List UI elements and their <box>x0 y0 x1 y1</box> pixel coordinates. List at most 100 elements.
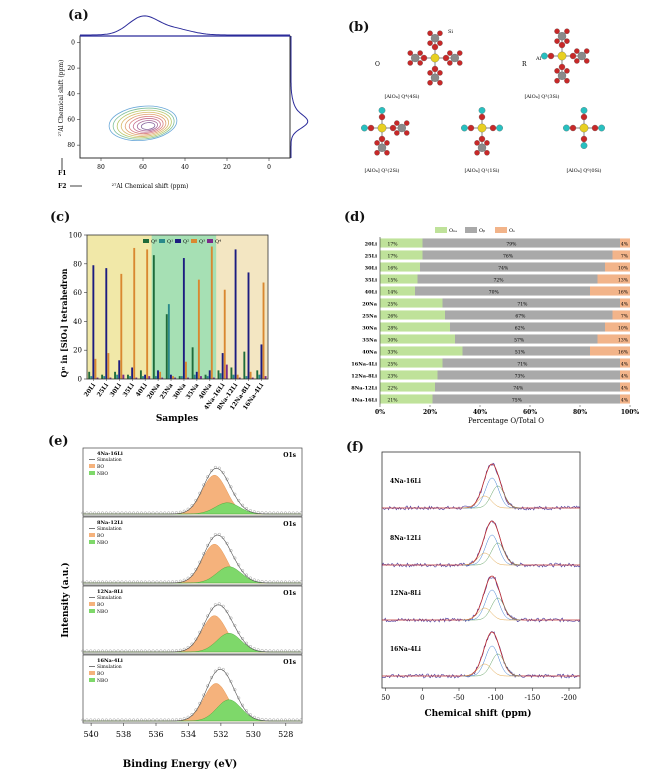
panel-e-data-point <box>89 718 93 722</box>
panel-e-data-point <box>132 718 136 722</box>
panel-d-bar-segment <box>620 298 630 308</box>
panel-c-bar <box>159 371 162 379</box>
panel-e-x-label: Binding Energy (eV) <box>123 759 237 770</box>
panel-f-x-tick-label: -50 <box>453 694 464 702</box>
panel-c-legend-label: Q³ <box>199 239 205 245</box>
panel-d-value-label: 30% <box>388 337 399 343</box>
panel-a-contour-line <box>108 105 178 142</box>
panel-e-data-point <box>256 717 260 721</box>
panel-d-bar-segment <box>422 250 613 260</box>
panel-b: (b) O R Si Al [AlO₄] Q⁴(4Si) [AlO₄] Q³(3… <box>330 0 646 205</box>
panel-f-component <box>462 607 521 621</box>
atom-sphere <box>378 135 386 143</box>
panel-c-y-tick-label: 80 <box>73 260 82 268</box>
panel-f-x-tick-label: 0 <box>420 694 424 702</box>
panel-c-bar <box>127 374 129 379</box>
panel-d-value-label: 70% <box>489 289 500 295</box>
atom-sphere <box>430 53 440 63</box>
panel-c-bar <box>225 364 228 379</box>
panel-c-bar <box>88 371 91 379</box>
panel-e-data-point <box>182 717 186 721</box>
panel-d-legend-swatch <box>465 227 477 233</box>
panel-b-label-q4: [AlO₄] Q⁴(4Si) <box>384 93 419 100</box>
panel-a-contour-line <box>136 120 159 132</box>
panel-d-bar-segment <box>462 346 590 356</box>
panel-f-spectrum <box>381 520 581 568</box>
panel-d-bar-segment <box>380 358 443 368</box>
panel-a-x-ticks: 80 60 40 20 0 <box>97 158 271 171</box>
panel-d-x-tick-label: 100% <box>621 409 640 416</box>
panel-e-x-tick-label: 530 <box>246 730 261 739</box>
atom-sphere <box>478 107 486 114</box>
panel-d-bar-segment <box>432 394 620 404</box>
atom-sphere <box>564 38 570 44</box>
panel-d-row-label: 25Na <box>362 313 378 319</box>
atom-sphere <box>427 80 433 86</box>
panel-f-x-tick-label: -100 <box>488 694 504 702</box>
panel-c-bar <box>94 358 97 379</box>
panel-c-x-tick-label: 30Li <box>109 382 124 399</box>
panel-d-value-label: 10% <box>618 325 629 331</box>
atom-sphere <box>541 52 548 60</box>
atom-sphere <box>580 107 588 114</box>
panel-c-bar <box>223 289 226 379</box>
panel-e-legend-label: Simulation <box>97 457 122 463</box>
atom-sphere <box>554 68 560 74</box>
atom-sphere <box>477 143 487 152</box>
panel-e-simulation-line <box>83 669 301 722</box>
panel-c-bar <box>247 272 250 379</box>
panel-e-y-label: Intensity (a.u.) <box>60 562 71 637</box>
panel-d-value-label: 72% <box>493 277 504 283</box>
panel-d-value-label: 4% <box>621 385 629 391</box>
panel-a-contour-line <box>120 111 170 137</box>
panel-c-bar <box>122 374 125 379</box>
panel-c-bar <box>129 376 131 379</box>
panel-d-bar-segment <box>597 274 630 284</box>
atom-sphere <box>437 70 443 76</box>
atom-sphere <box>557 71 567 80</box>
panel-d-bar-segment <box>380 298 443 308</box>
atom-sphere <box>598 124 605 132</box>
panel-e-data-point <box>268 718 272 722</box>
panel-d-bar-segment <box>380 334 455 344</box>
panel-e-data-point <box>264 580 268 584</box>
panel-c-legend: Q⁰ Q¹ Q² Q³ Q⁴ <box>143 239 221 245</box>
atom-sphere <box>457 60 463 66</box>
panel-a-y-tick-label: 40 <box>67 91 75 98</box>
atom-sphere <box>437 30 443 36</box>
panel-label-f: (f) <box>346 440 364 455</box>
panel-e-data-point <box>128 718 132 722</box>
atom-sphere <box>461 124 468 132</box>
panel-d-bar-segment <box>620 394 630 404</box>
panel-c-legend-label: Q¹ <box>167 239 173 245</box>
panel-e-data-point <box>264 649 268 653</box>
panel-d-bar-segment <box>380 382 435 392</box>
panel-c-bar <box>212 377 215 379</box>
atom-sphere <box>484 149 490 156</box>
panel-d-value-label: 74% <box>513 385 524 391</box>
panel-d-bar-segment <box>380 274 418 284</box>
panel-c-bar <box>238 377 241 379</box>
atom-sphere <box>397 123 406 133</box>
panel-c-bar <box>256 370 259 379</box>
panel-e-data-point <box>299 511 303 515</box>
panel-d-bar-segment <box>620 382 630 392</box>
panel-d-value-label: 28% <box>388 325 399 331</box>
atom-sphere <box>554 28 560 34</box>
panel-e-data-point <box>104 718 108 722</box>
panel-d-value-label: 16% <box>388 265 399 271</box>
atom-sphere <box>384 149 390 156</box>
panel-c-bar <box>167 304 170 379</box>
panel-f-component <box>462 589 521 621</box>
atom-sphere <box>361 124 368 132</box>
atom-sphere <box>378 113 386 121</box>
panel-c-bar <box>90 376 93 379</box>
atom-sphere <box>427 40 433 46</box>
panel-e-data-point <box>139 718 143 722</box>
panel-c-x-label: Samples <box>156 414 198 424</box>
panel-c-legend-label: Q² <box>183 239 189 245</box>
atom-sphere <box>583 48 590 54</box>
atom-sphere <box>478 113 486 121</box>
atom-sphere <box>564 78 570 84</box>
panel-a-f2-label: F2 <box>58 183 66 190</box>
